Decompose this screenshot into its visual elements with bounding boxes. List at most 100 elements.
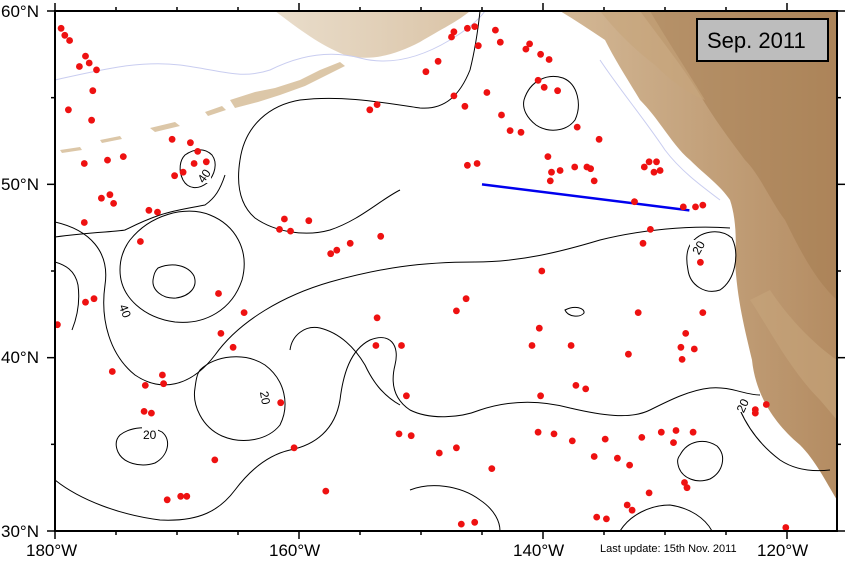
- float-dot: [471, 23, 479, 30]
- float-dot: [346, 239, 354, 247]
- float-dot: [61, 31, 69, 39]
- float-dot: [692, 203, 699, 211]
- float-dot: [240, 309, 248, 316]
- land-relief-dark: [640, 11, 837, 300]
- float-dot: [76, 63, 83, 70]
- float-dot: [305, 217, 313, 225]
- float-dot: [751, 409, 759, 417]
- float-dot: [194, 148, 202, 155]
- float-dot: [171, 172, 179, 180]
- float-dot: [462, 295, 470, 303]
- float-dot: [277, 399, 285, 407]
- float-dot: [373, 314, 381, 322]
- float-dot: [681, 479, 688, 486]
- lat-tick-label: 40°N: [1, 348, 39, 367]
- float-dot: [595, 135, 603, 143]
- float-dot: [554, 87, 561, 95]
- float-dot: [601, 435, 609, 443]
- float-dot: [372, 342, 380, 349]
- map-content: 40 40 20 20 20 20: [55, 11, 837, 531]
- float-dot: [450, 28, 458, 36]
- float-dot: [699, 201, 707, 209]
- float-dot: [678, 356, 686, 363]
- lon-axis: 180°W 160°W 140°W 120°W: [26, 541, 808, 560]
- float-dot: [679, 203, 687, 211]
- float-dot: [573, 123, 581, 131]
- float-dot: [682, 330, 690, 337]
- float-dot: [650, 168, 658, 176]
- float-dot: [82, 52, 89, 60]
- float-dot: [110, 200, 117, 207]
- float-dot: [217, 330, 225, 337]
- float-dot: [154, 208, 161, 216]
- lon-tick-label: 140°W: [513, 541, 564, 560]
- float-dot: [587, 165, 594, 173]
- float-dot: [407, 432, 415, 440]
- float-dot: [568, 437, 576, 445]
- float-dot: [90, 295, 98, 303]
- float-dot: [474, 42, 482, 50]
- float-dot: [699, 309, 707, 316]
- float-dot: [88, 116, 95, 124]
- float-dot: [55, 321, 61, 329]
- float-dot: [327, 250, 335, 258]
- float-dot: [168, 135, 176, 143]
- float-dot: [653, 158, 660, 166]
- float-dot: [395, 430, 403, 438]
- float-dot: [550, 430, 558, 438]
- float-dot: [631, 198, 638, 206]
- float-dot: [281, 215, 288, 223]
- float-dot: [159, 371, 166, 379]
- float-dot: [448, 33, 455, 41]
- float-dot: [538, 267, 546, 275]
- float-dot: [590, 453, 598, 460]
- float-dot: [333, 246, 341, 254]
- float-dot: [398, 342, 405, 349]
- float-dot: [628, 506, 636, 514]
- float-dot: [522, 45, 530, 53]
- float-dot: [377, 232, 385, 240]
- float-dot: [582, 385, 590, 393]
- float-dot: [697, 258, 704, 266]
- float-dot: [464, 24, 471, 32]
- last-update-text: Last update: 15th Nov. 2011: [600, 543, 737, 555]
- float-dot: [634, 309, 642, 316]
- float-dot: [190, 160, 198, 167]
- float-dot: [403, 392, 410, 400]
- float-dot: [137, 238, 144, 245]
- float-dot: [498, 111, 505, 119]
- float-dot: [645, 158, 653, 166]
- float-dot: [614, 454, 621, 462]
- float-dot: [464, 161, 471, 169]
- float-dot: [66, 37, 73, 44]
- float-dot: [145, 206, 153, 214]
- float-dot: [623, 501, 631, 509]
- float-dot: [434, 57, 442, 65]
- float-dot: [290, 444, 298, 452]
- float-dot: [98, 194, 105, 202]
- float-dot: [287, 227, 294, 235]
- contour-label: 20: [689, 238, 708, 257]
- float-dot: [93, 66, 100, 74]
- float-dot: [119, 153, 127, 161]
- float-dot: [202, 158, 210, 166]
- float-dot: [163, 496, 171, 504]
- float-dot: [373, 101, 381, 108]
- float-dot: [140, 408, 148, 415]
- float-dot: [677, 343, 685, 351]
- float-dot: [534, 76, 542, 84]
- float-dot: [593, 513, 601, 521]
- float-dot: [488, 465, 496, 472]
- float-dot: [571, 163, 579, 171]
- date-box: Sep. 2011: [696, 18, 829, 62]
- float-dot: [106, 191, 114, 199]
- float-dot: [141, 382, 149, 389]
- float-dot: [322, 487, 330, 495]
- float-dot: [540, 83, 548, 91]
- float-dot: [80, 219, 88, 226]
- float-dot: [689, 428, 697, 436]
- float-dot: [640, 163, 648, 171]
- contours: [55, 11, 831, 531]
- float-dot: [215, 290, 222, 297]
- float-dot: [471, 518, 479, 526]
